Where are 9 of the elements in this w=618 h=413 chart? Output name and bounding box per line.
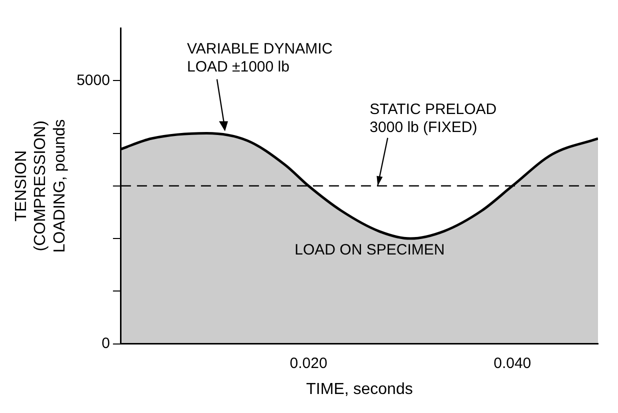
annotation: LOAD ON SPECIMEN (294, 241, 445, 258)
x-axis-title: TIME, seconds (306, 380, 413, 398)
y-tick-label: 5000 (76, 72, 110, 89)
y-axis-title: TENSION (COMPRESSION) LOADING, pounds (13, 119, 68, 253)
x-tick-label: 0.040 (494, 354, 532, 372)
annotation: VARIABLE DYNAMIC LOAD ±1000 lb (186, 40, 333, 76)
y-tick-label: 0 (102, 334, 110, 352)
ref-line-label: STATIC PRELOAD 3000 lb (FIXED) (370, 100, 497, 136)
x-tick-label: 0.020 (290, 354, 328, 372)
